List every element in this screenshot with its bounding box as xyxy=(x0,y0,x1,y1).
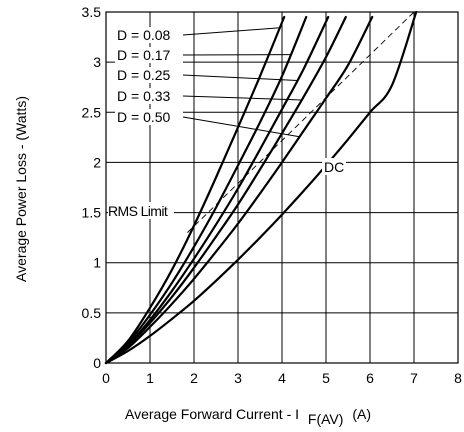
x-tick-label: 4 xyxy=(278,370,286,386)
curve-label: D = 0.25 xyxy=(117,67,171,83)
x-tick-label: 5 xyxy=(322,370,330,386)
y-axis-label: Average Power Loss - (Watts) xyxy=(13,96,29,282)
y-tick-label: 0.5 xyxy=(82,305,102,321)
x-tick-labels: 0 1 2 3 4 5 6 7 8 xyxy=(102,370,462,386)
y-tick-label: 2 xyxy=(93,154,101,170)
x-tick-label: 8 xyxy=(454,370,462,386)
curve-label: D = 0.17 xyxy=(117,47,171,63)
curve-label: D = 0.50 xyxy=(117,109,171,125)
y-tick-label: 0 xyxy=(93,355,101,371)
x-axis-label-main: Average Forward Current - I xyxy=(125,406,299,422)
x-tick-label: 0 xyxy=(102,370,110,386)
y-tick-label: 3 xyxy=(93,54,101,70)
y-tick-label: 1 xyxy=(93,255,101,271)
x-tick-label: 3 xyxy=(234,370,242,386)
y-tick-label: 2.5 xyxy=(82,104,102,120)
y-tick-label: 3.5 xyxy=(82,4,102,20)
y-tick-label: 1.5 xyxy=(82,205,102,221)
leader-line xyxy=(183,96,302,100)
curve-label: D = 0.33 xyxy=(117,88,171,104)
x-tick-label: 6 xyxy=(366,370,374,386)
x-axis-label-subscript: F(AV) xyxy=(308,411,344,427)
dc-label: DC xyxy=(324,159,344,175)
x-tick-label: 2 xyxy=(190,370,198,386)
rms-limit-label: RMS Limit xyxy=(108,203,168,219)
leader-line xyxy=(183,28,280,35)
x-tick-label: 7 xyxy=(410,370,418,386)
curve-label: D = 0.08 xyxy=(117,27,171,43)
x-tick-label: 1 xyxy=(146,370,154,386)
leader-lines xyxy=(183,28,302,137)
x-axis-label: Average Forward Current - I F(AV) (A) xyxy=(125,406,371,427)
y-tick-labels: 0 0.5 1 1.5 2 2.5 3 3.5 xyxy=(82,4,102,371)
x-axis-label-unit: (A) xyxy=(352,406,371,422)
